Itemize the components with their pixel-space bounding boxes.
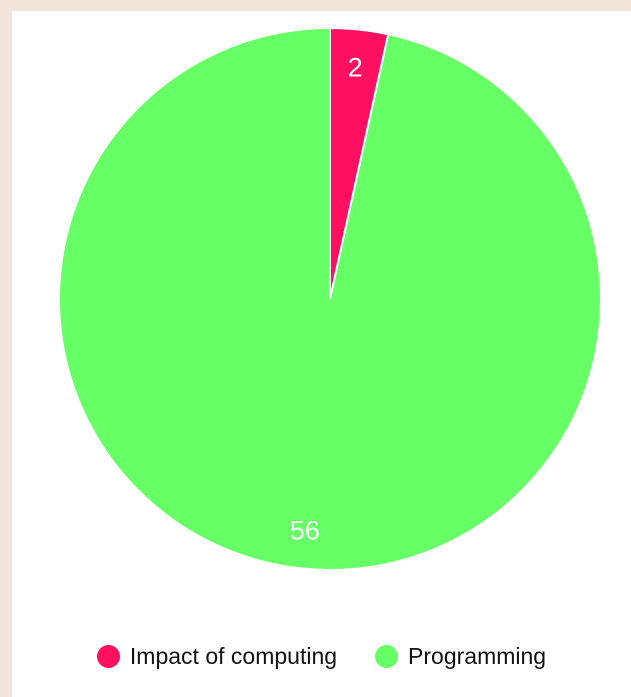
legend-item-programming[interactable]: Programming	[375, 643, 546, 670]
pie-slices	[58, 26, 602, 571]
legend-swatch-impact-of-computing	[96, 645, 120, 668]
data-label-programming: 56	[290, 516, 320, 546]
legend-label-programming: Programming	[408, 643, 547, 669]
legend-item-impact-of-computing[interactable]: Impact of computing	[96, 643, 338, 670]
chart-panel: 2 56 Impact of computing Programming	[12, 11, 631, 697]
data-label-impact-of-computing: 2	[348, 52, 363, 82]
legend-label-impact-of-computing: Impact of computing	[129, 643, 338, 669]
pie-data-labels: 2 56	[290, 52, 363, 545]
chart-legend: Impact of computing Programming	[12, 643, 631, 670]
pie-slice-programming[interactable]	[58, 26, 602, 571]
pie-chart: 2 56	[58, 26, 602, 571]
legend-swatch-programming	[375, 645, 399, 668]
